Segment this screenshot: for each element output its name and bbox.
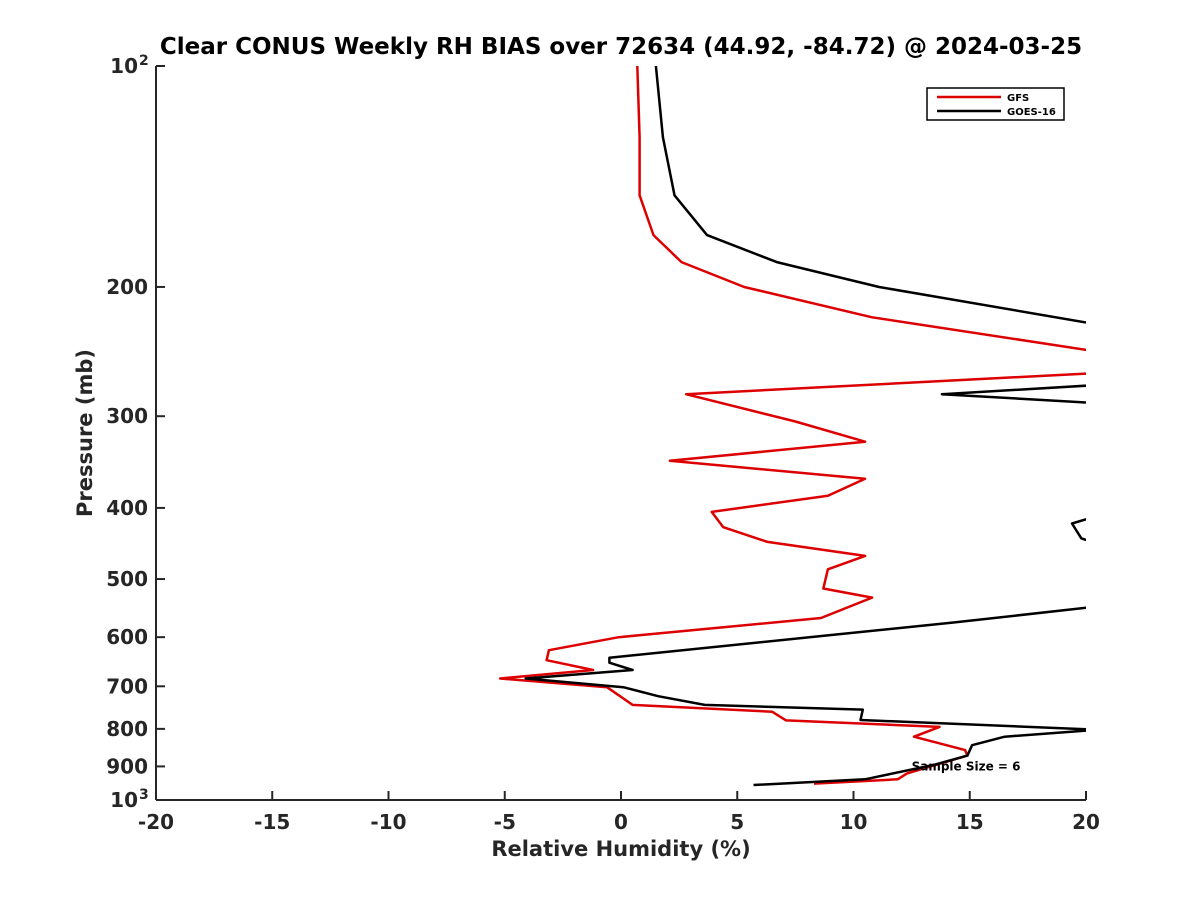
y-tick-label: 10 <box>110 54 138 78</box>
x-tick-label: 15 <box>956 810 984 834</box>
x-tick-label: -15 <box>254 810 290 834</box>
y-tick-label: 600 <box>106 625 148 649</box>
y-tick-label: 500 <box>106 567 148 591</box>
x-tick-label: 20 <box>1072 810 1100 834</box>
x-axis-label: Relative Humidity (%) <box>491 837 750 861</box>
legend-box <box>926 87 1065 121</box>
y-tick-label: 400 <box>106 496 148 520</box>
series-line-gfs <box>498 66 1086 785</box>
series-line-goes-16 <box>524 66 1086 787</box>
y-tick-exponent: 3 <box>139 787 149 803</box>
legend-label-goes-16: GOES-16 <box>1007 107 1056 118</box>
x-tick-label: 0 <box>614 810 628 834</box>
legend-label-gfs: GFS <box>1007 93 1029 104</box>
y-tick-label: 800 <box>106 717 148 741</box>
y-axis-label: Pressure (mb) <box>73 349 97 517</box>
y-tick-exponent: 2 <box>139 53 149 69</box>
series-layer <box>498 66 1086 787</box>
x-tick-label: -5 <box>494 810 516 834</box>
y-tick-label: 200 <box>106 275 148 299</box>
chart-title: Clear CONUS Weekly RH BIAS over 72634 (4… <box>160 34 1082 60</box>
x-tick-label: -20 <box>138 810 174 834</box>
x-tick-label: 10 <box>840 810 868 834</box>
y-tick-label: 700 <box>106 674 148 698</box>
legend: GFS GOES-16 <box>926 87 1065 121</box>
sample-size-annotation: Sample Size = 6 <box>912 759 1021 773</box>
y-tick-label: 10 <box>110 788 138 812</box>
y-tick-label: 300 <box>106 404 148 428</box>
x-tick-label: 5 <box>730 810 744 834</box>
x-ticks: -20 -15 -10 -5 0 5 10 15 20 <box>138 791 1100 834</box>
y-tick-label: 900 <box>106 754 148 778</box>
x-tick-label: -10 <box>370 810 406 834</box>
